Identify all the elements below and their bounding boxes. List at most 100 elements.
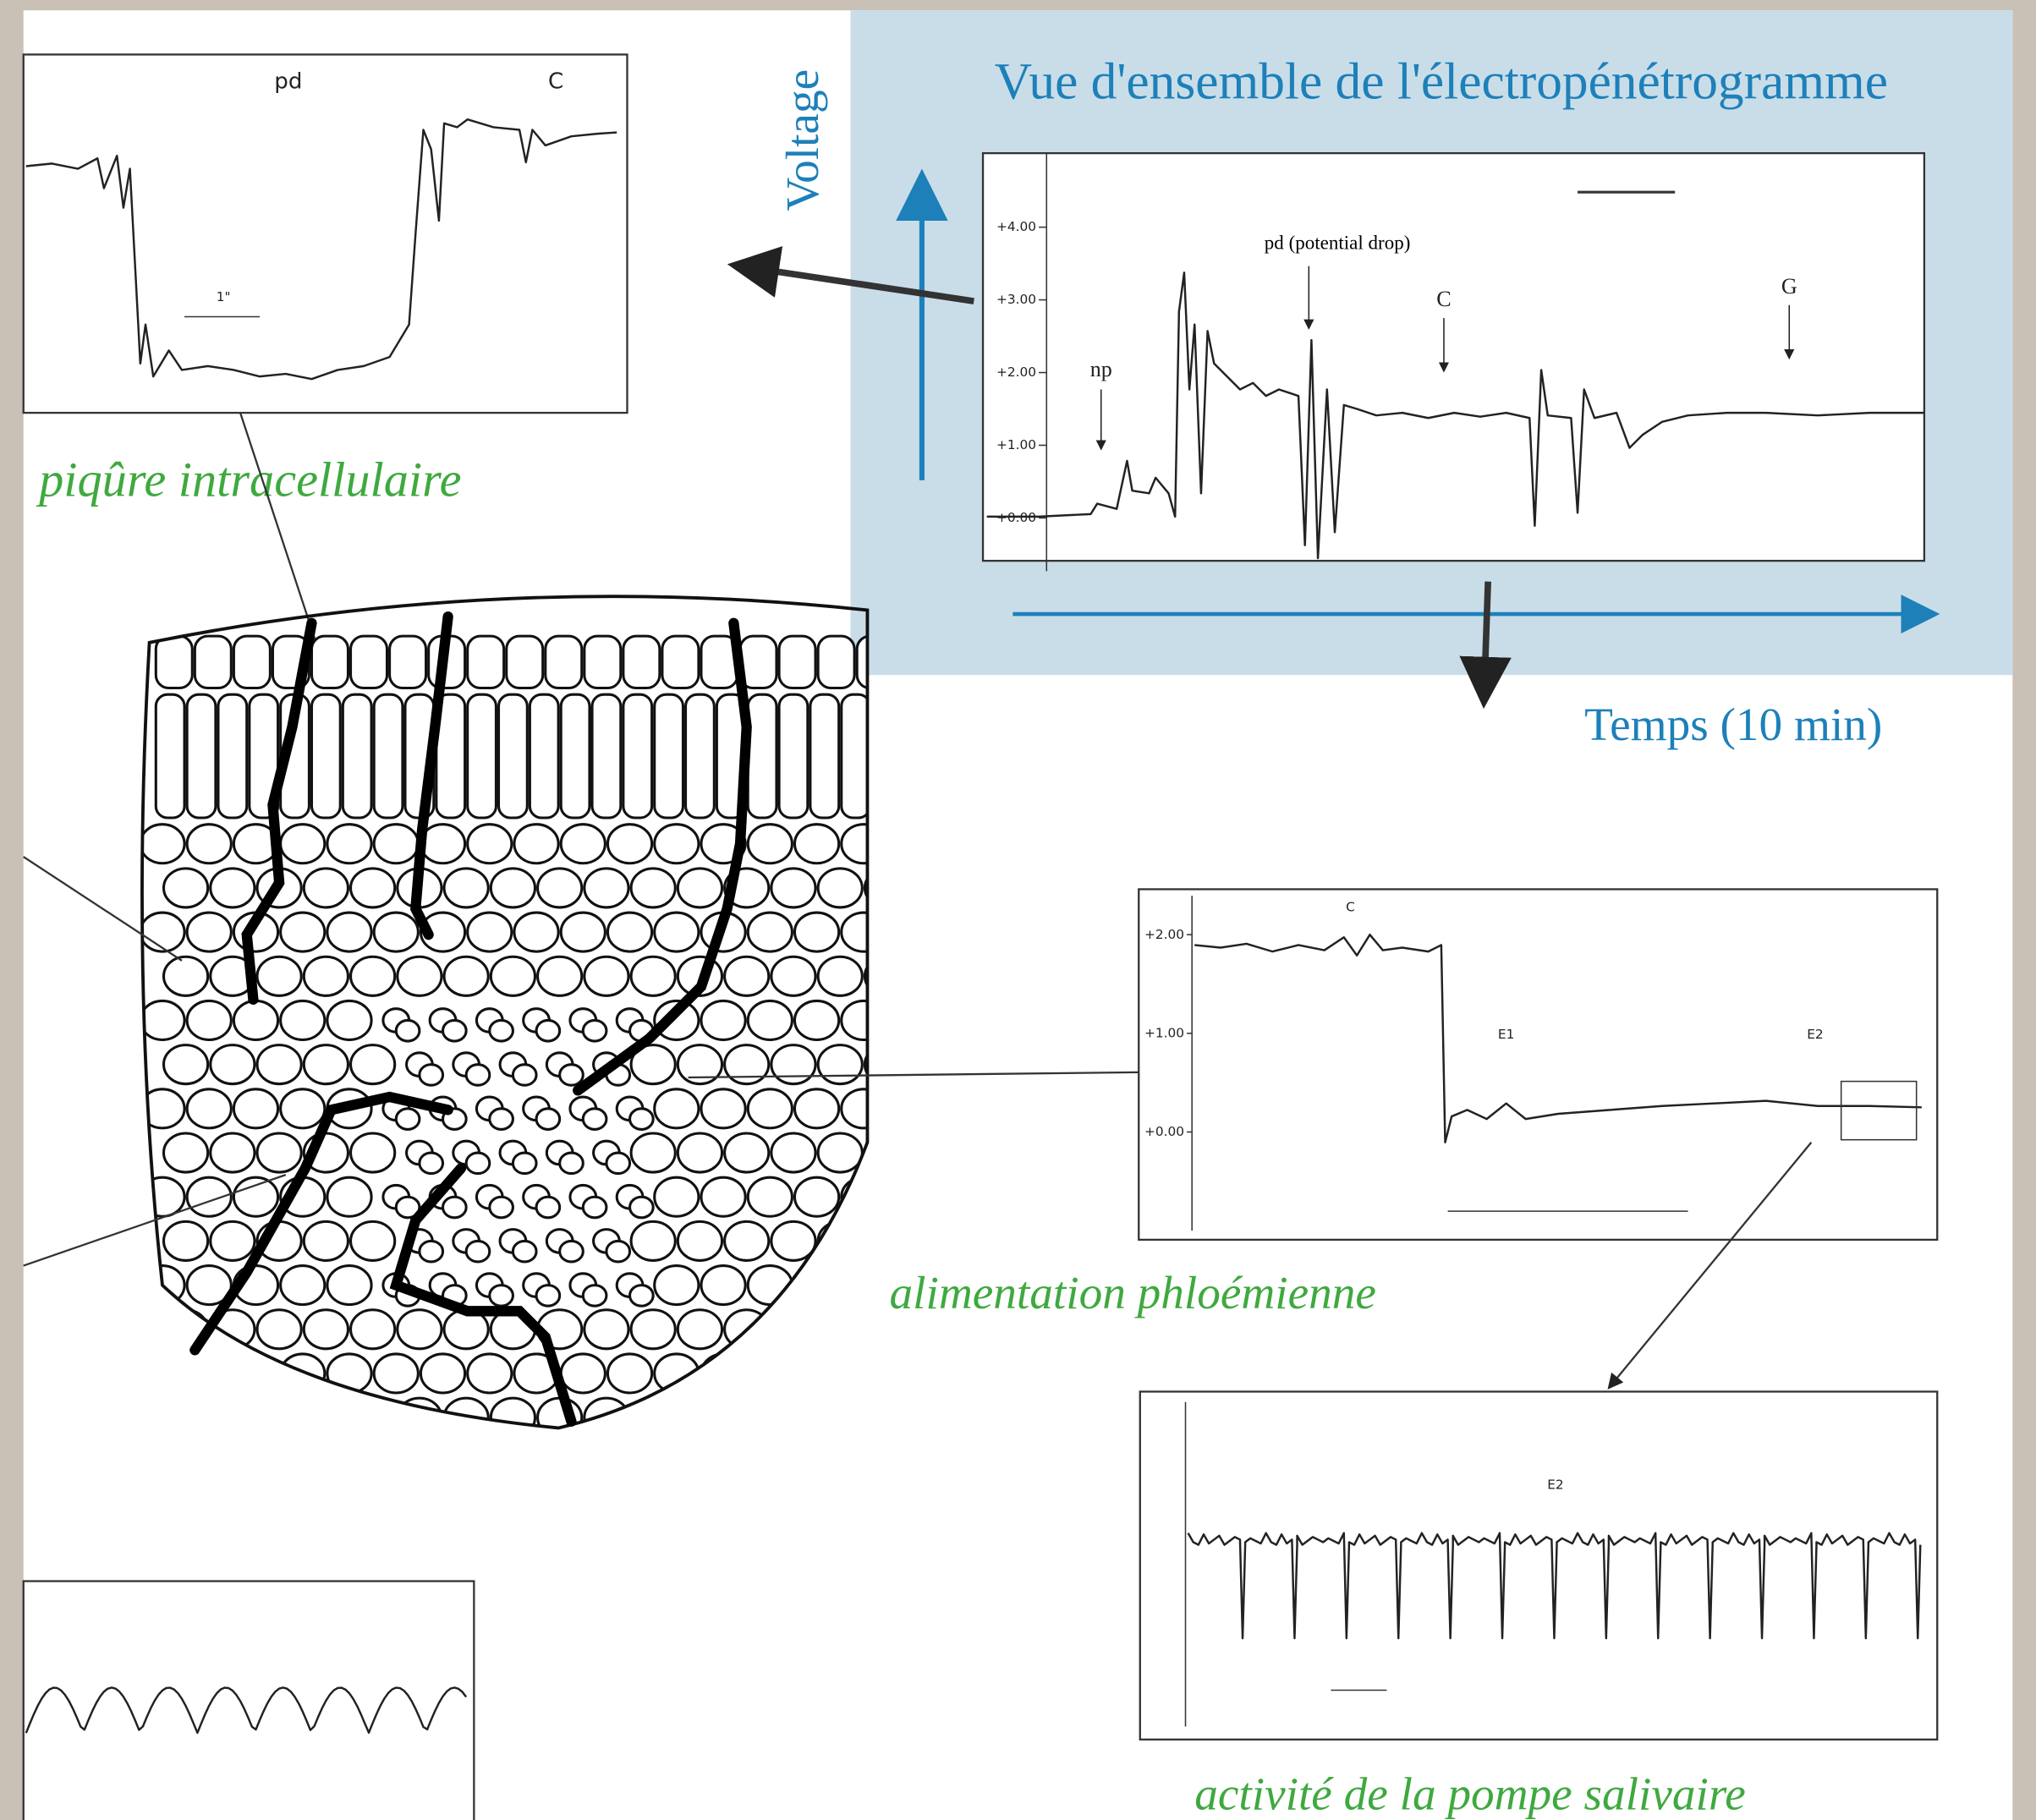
cell <box>209 867 256 909</box>
cell <box>513 911 560 953</box>
cell <box>441 1195 468 1220</box>
link-arrow <box>1607 1142 1813 1390</box>
cell <box>349 634 389 690</box>
cell <box>209 1044 256 1086</box>
cell <box>497 693 529 820</box>
cell <box>349 1132 397 1174</box>
cell <box>441 1018 468 1043</box>
y-tick-label: +2.00 <box>996 365 1036 380</box>
y-tick-label: +2.00 <box>1144 927 1184 942</box>
cell <box>622 634 661 690</box>
cell <box>559 693 591 820</box>
cell <box>489 955 537 997</box>
cell <box>605 1151 632 1176</box>
cell <box>700 1176 747 1218</box>
overview-title: Vue d'ensemble de l'électropénétrogramme <box>995 53 1888 111</box>
cell <box>583 867 630 909</box>
y-tick-label: +4.00 <box>996 219 1036 234</box>
cell <box>558 1239 584 1264</box>
phloem-plot <box>1138 888 1939 1242</box>
cell <box>154 634 194 690</box>
link-arrow <box>727 246 974 304</box>
cell <box>326 999 373 1042</box>
cell <box>628 1107 655 1131</box>
cell <box>793 999 841 1042</box>
cell <box>590 693 623 820</box>
marker-label: C <box>1436 287 1451 311</box>
cell <box>488 1284 514 1307</box>
cell <box>816 867 864 909</box>
cell <box>840 823 868 865</box>
cell <box>816 1132 864 1174</box>
overview-trace <box>986 271 1924 560</box>
cell <box>583 634 623 690</box>
intracellular-plot <box>22 53 628 414</box>
intracellular-trace <box>25 118 617 381</box>
cell <box>746 823 793 865</box>
cell <box>629 1044 677 1086</box>
cell <box>466 693 497 820</box>
salivary-trace <box>1187 1532 1922 1640</box>
cell <box>185 823 233 865</box>
cell <box>653 911 700 953</box>
cell <box>770 867 817 909</box>
cell <box>217 693 249 820</box>
cell <box>394 1195 421 1220</box>
cell <box>394 1107 421 1131</box>
cell <box>676 1132 724 1174</box>
cell <box>162 867 210 909</box>
cell <box>349 1220 397 1262</box>
cell <box>419 1352 467 1395</box>
cell <box>770 1220 817 1262</box>
cell <box>185 1176 233 1218</box>
cell <box>349 1044 397 1086</box>
cell <box>418 1151 445 1176</box>
cell <box>394 1018 421 1043</box>
link-arrow <box>1459 581 1512 710</box>
marker-label: G <box>1781 274 1797 299</box>
cell <box>653 1088 700 1130</box>
cell <box>581 1107 608 1131</box>
cell <box>746 999 793 1042</box>
cell <box>396 955 443 997</box>
connector <box>239 412 320 650</box>
scale-label: 1" <box>217 289 231 304</box>
cell <box>302 1044 350 1086</box>
cell <box>442 955 490 997</box>
cell <box>232 634 272 690</box>
cell <box>419 911 467 953</box>
cell <box>746 1088 793 1130</box>
pathway-trace <box>25 1686 468 1735</box>
cell <box>302 1220 350 1262</box>
cell <box>581 1195 608 1220</box>
cell <box>255 1044 303 1086</box>
cell <box>535 1107 562 1131</box>
y-label: Voltage <box>777 69 828 211</box>
cell <box>840 693 868 820</box>
cell <box>676 1044 724 1086</box>
cell <box>840 911 868 953</box>
cell <box>464 1151 491 1176</box>
cell <box>488 1107 514 1131</box>
cell <box>684 693 716 820</box>
cell <box>466 634 506 690</box>
cell <box>255 955 303 997</box>
cell <box>746 1176 793 1218</box>
cell <box>279 1264 327 1307</box>
cell <box>464 1239 491 1264</box>
caption: alimentation phloémienne <box>890 1267 1376 1318</box>
cell <box>535 1284 562 1307</box>
cell <box>544 634 584 690</box>
cell <box>653 999 700 1042</box>
x-label: Temps (10 min) <box>1584 699 1882 750</box>
cell <box>558 1063 584 1087</box>
cell <box>863 1044 868 1086</box>
cell <box>372 911 420 953</box>
trace-label: E2 <box>1807 1027 1823 1042</box>
cell <box>489 867 537 909</box>
trace-label: pd <box>274 69 302 94</box>
cell <box>209 1220 256 1262</box>
ticks: +2.00 +1.00 +0.00 <box>1144 927 1193 1139</box>
cell <box>863 867 868 909</box>
cell <box>535 1018 562 1043</box>
